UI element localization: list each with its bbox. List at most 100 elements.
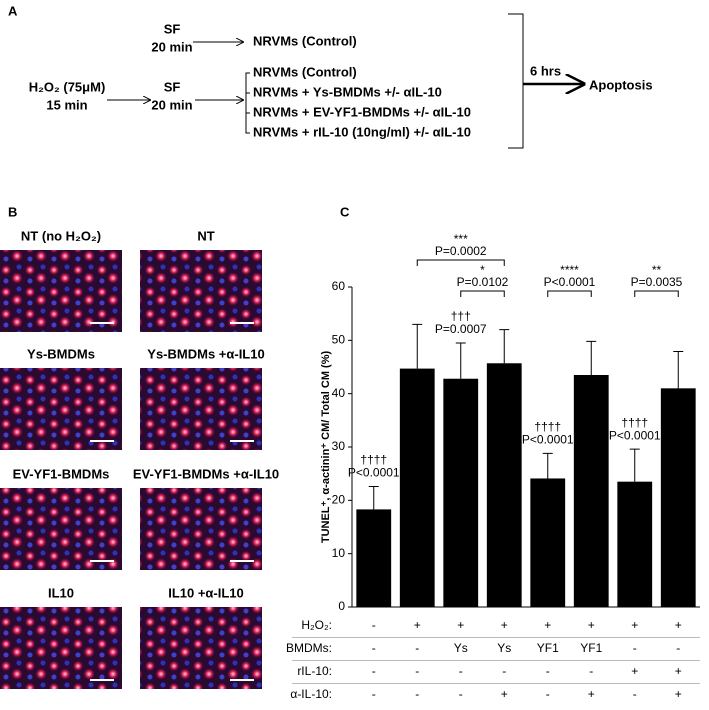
bar — [356, 509, 392, 607]
image-label: IL10 +α-IL10 — [168, 585, 244, 600]
condition-value: - — [459, 687, 463, 701]
bar — [617, 481, 653, 607]
group: NRVMs + rIL-10 (10ng/ml) +/- αIL-10 — [253, 124, 471, 139]
bar — [530, 478, 566, 607]
treatment-time: 15 min — [46, 97, 87, 112]
condition-value: - — [633, 687, 637, 701]
micrograph — [0, 250, 122, 332]
condition-value: + — [501, 618, 508, 632]
panel-label: B — [8, 204, 17, 219]
condition-value: - — [372, 618, 376, 632]
condition-value: - — [415, 641, 419, 655]
comparison-p: P=0.0102 — [457, 275, 509, 289]
image-label: EV-YF1-BMDMs +α-IL10 — [133, 466, 279, 481]
comparison-p: P<0.0001 — [544, 275, 596, 289]
condition-value: Ys — [497, 641, 511, 655]
y-tick-label: 30 — [332, 439, 346, 453]
bar — [443, 378, 479, 607]
step: SF — [164, 79, 181, 94]
error-bar — [586, 340, 597, 375]
condition-value: + — [457, 618, 464, 632]
treatment: H₂O₂ (75μM) — [29, 79, 106, 94]
micrograph — [140, 250, 262, 332]
p-value: P<0.0001 — [609, 428, 661, 442]
p-value: P<0.0001 — [348, 466, 400, 480]
condition-value: - — [372, 664, 376, 678]
condition-value: YF1 — [580, 641, 602, 655]
condition-value: - — [459, 664, 463, 678]
condition-value: - — [589, 664, 593, 678]
y-axis-label: TUNEL⁺, α-actinin⁺ CM/ Total CM (%) — [320, 351, 332, 544]
micrograph — [0, 488, 122, 570]
condition-value: Ys — [454, 641, 468, 655]
significance-symbol: †††† — [534, 420, 561, 434]
comparison-symbol: *** — [454, 232, 468, 246]
panel-label: A — [8, 3, 18, 18]
image-label: EV-YF1-BMDMs — [13, 466, 110, 481]
condition-value: - — [502, 664, 506, 678]
panel-c: C TUNEL⁺, α-actinin⁺ CM/ Total CM (%) 0 1… — [286, 204, 700, 707]
condition-value: - — [372, 687, 376, 701]
group: NRVMs (Control) — [253, 64, 357, 79]
micrograph — [140, 607, 262, 689]
error-bar — [673, 351, 684, 389]
condition-value: - — [372, 641, 376, 655]
condition-value: - — [415, 664, 419, 678]
condition-label: BMDMs: — [286, 641, 332, 655]
bar — [660, 388, 696, 607]
micrograph — [140, 488, 262, 570]
step-time: 20 min — [151, 97, 192, 112]
error-bar — [499, 329, 510, 364]
condition-value: + — [588, 618, 595, 632]
micrograph — [0, 607, 122, 689]
duration: 6 hrs — [530, 63, 561, 78]
comparison-bracket — [460, 290, 505, 297]
condition-label: H₂O₂: — [301, 618, 332, 632]
comparison-bracket — [634, 290, 679, 297]
image-label: IL10 — [48, 585, 74, 600]
condition-value: - — [633, 641, 637, 655]
target: NRVMs (Control) — [253, 33, 357, 48]
comparison-symbol: **** — [560, 263, 579, 277]
y-tick-label: 10 — [332, 546, 346, 560]
condition-value: + — [588, 687, 595, 701]
image-label: Ys-BMDMs +α-IL10 — [147, 346, 264, 361]
significance-symbol: †††† — [621, 415, 648, 429]
error-bar — [368, 485, 379, 510]
condition-value: - — [546, 687, 550, 701]
condition-value: - — [415, 687, 419, 701]
condition-value: + — [675, 664, 682, 678]
panel-b: B NT (no H₂O₂) NT Ys-BMDMs Ys-BMDMs +α-IL10… — [0, 204, 279, 689]
condition-value: + — [675, 618, 682, 632]
image-label: NT (no H₂O₂) — [21, 228, 101, 243]
comparison-symbol: * — [480, 263, 485, 277]
y-tick-label: 60 — [332, 279, 346, 293]
condition-value: - — [546, 664, 550, 678]
comparison-p: P=0.0002 — [435, 244, 487, 258]
error-bar — [542, 452, 553, 479]
bracket — [508, 13, 524, 149]
condition-label: rIL-10: — [297, 664, 332, 678]
outcome: Apoptosis — [589, 77, 653, 92]
bar — [573, 375, 609, 607]
significance-symbol: ††† — [451, 309, 471, 323]
panel-a: A SF 20 min NRVMs (Control) H₂O₂ (75μM) … — [8, 3, 653, 149]
comparison-p: P=0.0035 — [631, 275, 683, 289]
group: NRVMs + Ys-BMDMs +/- αIL-10 — [253, 84, 442, 99]
y-tick-label: 20 — [332, 493, 346, 507]
step-time: 20 min — [151, 39, 192, 54]
comparison-symbol: ** — [652, 263, 662, 277]
condition-value: + — [501, 687, 508, 701]
bar — [399, 368, 435, 607]
micrograph — [0, 368, 122, 450]
y-tick-label: 50 — [332, 333, 346, 347]
p-value: P<0.0001 — [522, 433, 574, 447]
image-label: Ys-BMDMs — [27, 346, 95, 361]
p-value: P=0.0007 — [435, 322, 487, 336]
condition-value: + — [544, 618, 551, 632]
y-tick-label: 0 — [338, 599, 345, 613]
micrograph — [140, 368, 262, 450]
condition-value: + — [631, 664, 638, 678]
error-bar — [455, 342, 466, 379]
